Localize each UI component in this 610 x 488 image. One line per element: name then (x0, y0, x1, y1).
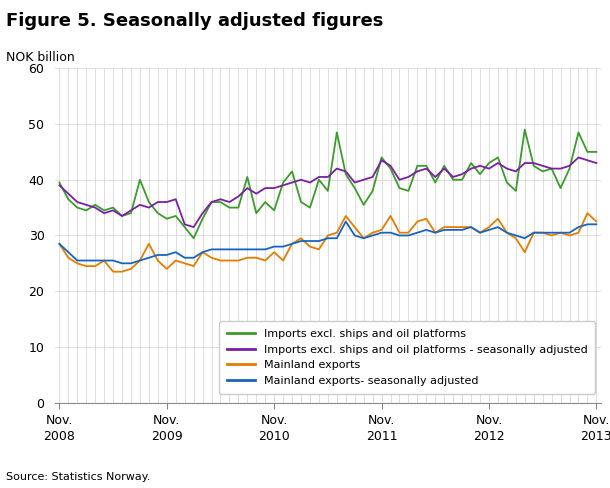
Text: NOK billion: NOK billion (6, 51, 75, 64)
Legend: Imports excl. ships and oil platforms, Imports excl. ships and oil platforms - s: Imports excl. ships and oil platforms, I… (220, 322, 595, 394)
Text: Figure 5. Seasonally adjusted figures: Figure 5. Seasonally adjusted figures (6, 12, 384, 30)
Text: Source: Statistics Norway.: Source: Statistics Norway. (6, 472, 151, 482)
